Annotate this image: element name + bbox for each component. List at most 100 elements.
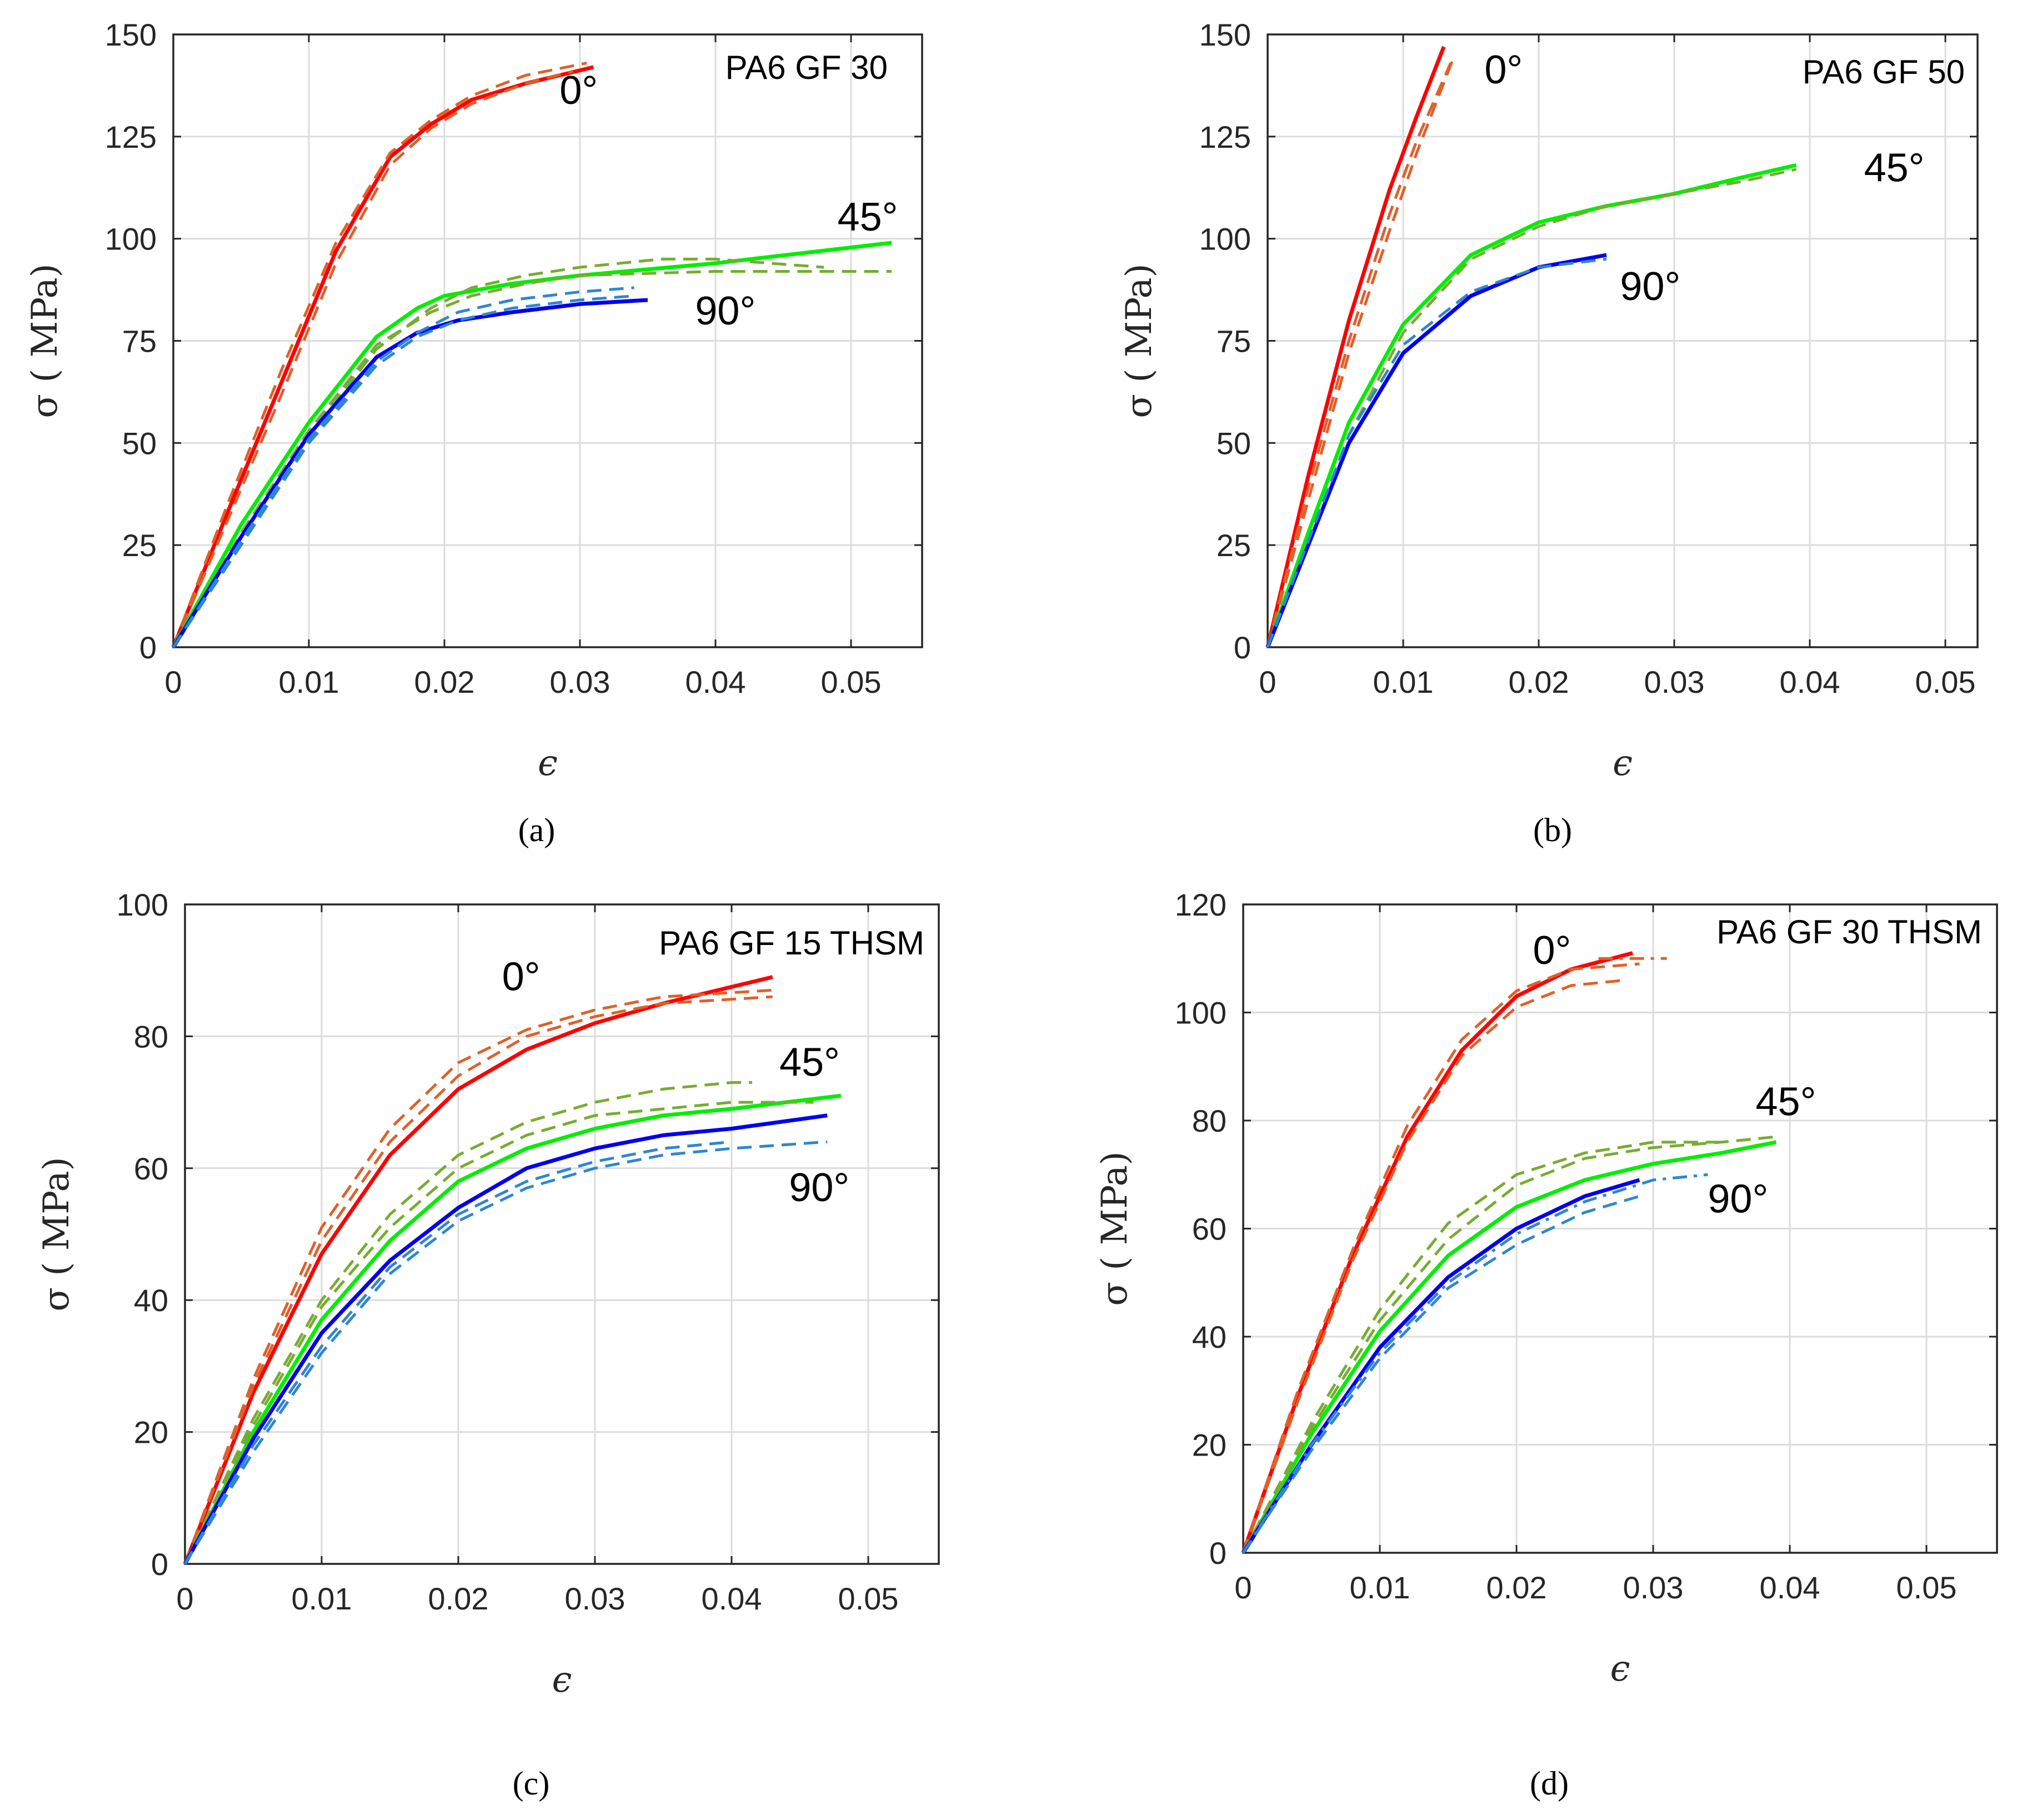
series-line-90deg-solid <box>1242 1178 1640 1554</box>
x-tick-label: 0.04 <box>702 1581 762 1616</box>
series-line-0deg-dashed <box>1242 978 1626 1553</box>
axes-frame <box>184 903 940 1565</box>
series-line-0deg-dashed <box>172 69 574 648</box>
x-tick-label: 0 <box>1234 1570 1252 1605</box>
series-line-45deg-dashed <box>183 1101 814 1565</box>
angle-label: 45° <box>838 195 898 239</box>
series-line-0deg-solid <box>1241 951 1633 1554</box>
series-line-90deg-solid <box>183 1113 828 1565</box>
y-tick-label: 20 <box>134 1415 168 1450</box>
angle-label: 90° <box>1708 1177 1768 1221</box>
y-tick-label: 150 <box>1199 17 1251 52</box>
x-axis-label: ϵ <box>1613 743 1633 784</box>
y-tick-label: 50 <box>1217 426 1251 461</box>
y-tick-label: 100 <box>1175 996 1227 1031</box>
series-line-0deg-solid <box>183 975 773 1565</box>
series-line-0deg-dashed <box>183 995 773 1564</box>
y-tick-label: 0 <box>1209 1536 1227 1571</box>
series-line-0deg-dashed <box>1242 962 1640 1553</box>
x-tick-label: 0.03 <box>565 1581 625 1616</box>
angle-label: 45° <box>1864 146 1925 191</box>
y-axis-label: σ ( MPa) <box>1119 263 1160 418</box>
material-label: PA6 GF 30 THSM <box>1716 913 1982 951</box>
x-tick-label: 0.02 <box>1509 664 1569 699</box>
chart-panel-2: 0 0.01 0.02 0.03 0.04 0.05 0 25 50 75 100 125 150 ϵ σ … <box>1119 17 1979 848</box>
series-line-90deg-dashed <box>1242 1194 1640 1554</box>
x-tick-label: 0.04 <box>1760 1570 1820 1605</box>
y-tick-label: 20 <box>1192 1428 1227 1463</box>
material-label: PA6 GF 15 THSM <box>659 924 924 962</box>
series-line-90deg-dashed <box>183 1140 828 1565</box>
series-line-45deg-dashed <box>183 1081 752 1565</box>
angle-label: 0° <box>559 68 598 113</box>
y-tick-label: 80 <box>134 1019 168 1054</box>
y-tick-label: 100 <box>117 887 168 922</box>
chart-panel-1: 0 0.01 0.02 0.03 0.04 0.05 0 25 50 75 100 125 150 ϵ σ … <box>24 17 923 848</box>
series-line-90deg-dashed <box>172 294 634 648</box>
series-line-0deg-dashed <box>1266 54 1457 648</box>
series-line-0deg-dashed <box>1266 62 1452 648</box>
panel-label: (c) <box>513 1765 550 1802</box>
angle-label: 90° <box>789 1166 849 1210</box>
x-tick-label: 0.04 <box>685 664 746 699</box>
x-tick-label: 0.02 <box>1487 1570 1547 1605</box>
angle-label: 0° <box>502 954 540 999</box>
x-tick-label: 0.03 <box>1644 664 1705 699</box>
series-line-90deg-dashed <box>1266 257 1607 648</box>
y-axis-label: σ ( MPa) <box>24 263 66 418</box>
y-tick-label: 60 <box>1192 1212 1227 1247</box>
series-line-45deg-solid <box>171 241 892 648</box>
y-tick-label: 25 <box>1217 528 1251 563</box>
x-tick-label: 0.03 <box>550 664 610 699</box>
y-tick-label: 75 <box>122 324 157 359</box>
y-tick-label: 80 <box>1192 1103 1227 1138</box>
angle-label: 90° <box>1620 264 1680 309</box>
series-line-45deg-dashed <box>1266 168 1797 648</box>
y-tick-label: 0 <box>139 630 157 665</box>
chart-panel-4: 0 0.01 0.02 0.03 0.04 0.05 0 20 40 60 80 100 120 ϵ σ (… <box>1094 887 1998 1802</box>
y-tick-label: 0 <box>151 1547 168 1582</box>
series-line-45deg-dashed <box>1242 1135 1776 1554</box>
y-tick-label: 100 <box>1199 222 1251 257</box>
angle-label: 0° <box>1484 48 1523 92</box>
x-tick-label: 0 <box>164 664 182 699</box>
panel-label: (b) <box>1533 812 1572 848</box>
y-axis-label: σ ( MPa) <box>36 1157 77 1311</box>
series-line-90deg-dashed <box>172 286 634 648</box>
y-tick-label: 0 <box>1234 630 1251 665</box>
series-line-90deg-dashed <box>183 1140 732 1565</box>
angle-label: 45° <box>779 1041 840 1085</box>
y-tick-label: 60 <box>134 1151 168 1186</box>
series-line-45deg-solid <box>1241 1140 1777 1554</box>
x-tick-label: 0.01 <box>1350 1570 1410 1605</box>
y-tick-label: 40 <box>134 1283 168 1318</box>
x-axis-label: ϵ <box>1610 1648 1630 1689</box>
x-tick-label: 0.05 <box>838 1581 899 1616</box>
series-line-0deg-dashed <box>183 988 773 1564</box>
series-line-90deg-dashdot <box>1242 1173 1708 1554</box>
angle-label: 0° <box>1533 928 1571 973</box>
panel-label: (a) <box>518 812 555 848</box>
x-tick-label: 0.02 <box>414 664 475 699</box>
y-tick-label: 120 <box>1175 887 1227 922</box>
x-axis-label: ϵ <box>538 743 558 784</box>
x-tick-label: 0.05 <box>1915 664 1976 699</box>
y-tick-label: 40 <box>1192 1319 1227 1354</box>
chart-panel-3: 0 0.01 0.02 0.03 0.04 0.05 0 20 40 60 80 100 ϵ σ ( MP… <box>36 887 940 1802</box>
series-line-45deg-dashed <box>172 270 892 648</box>
y-tick-label: 25 <box>122 528 157 563</box>
y-tick-label: 75 <box>1217 324 1251 359</box>
x-tick-label: 0.05 <box>821 664 882 699</box>
angle-label: 45° <box>1756 1079 1816 1124</box>
panel-label: (d) <box>1530 1765 1569 1802</box>
x-tick-label: 0.01 <box>279 664 339 699</box>
y-tick-label: 100 <box>105 222 157 257</box>
series-line-0deg-solid <box>1265 46 1446 648</box>
series-line-45deg-dashed <box>1242 1141 1721 1554</box>
x-tick-label: 0.04 <box>1780 664 1840 699</box>
series-line-0deg-dashed <box>172 62 587 648</box>
x-axis-label: ϵ <box>552 1659 572 1701</box>
x-tick-label: 0 <box>1259 664 1276 699</box>
y-tick-label: 125 <box>1199 119 1251 154</box>
